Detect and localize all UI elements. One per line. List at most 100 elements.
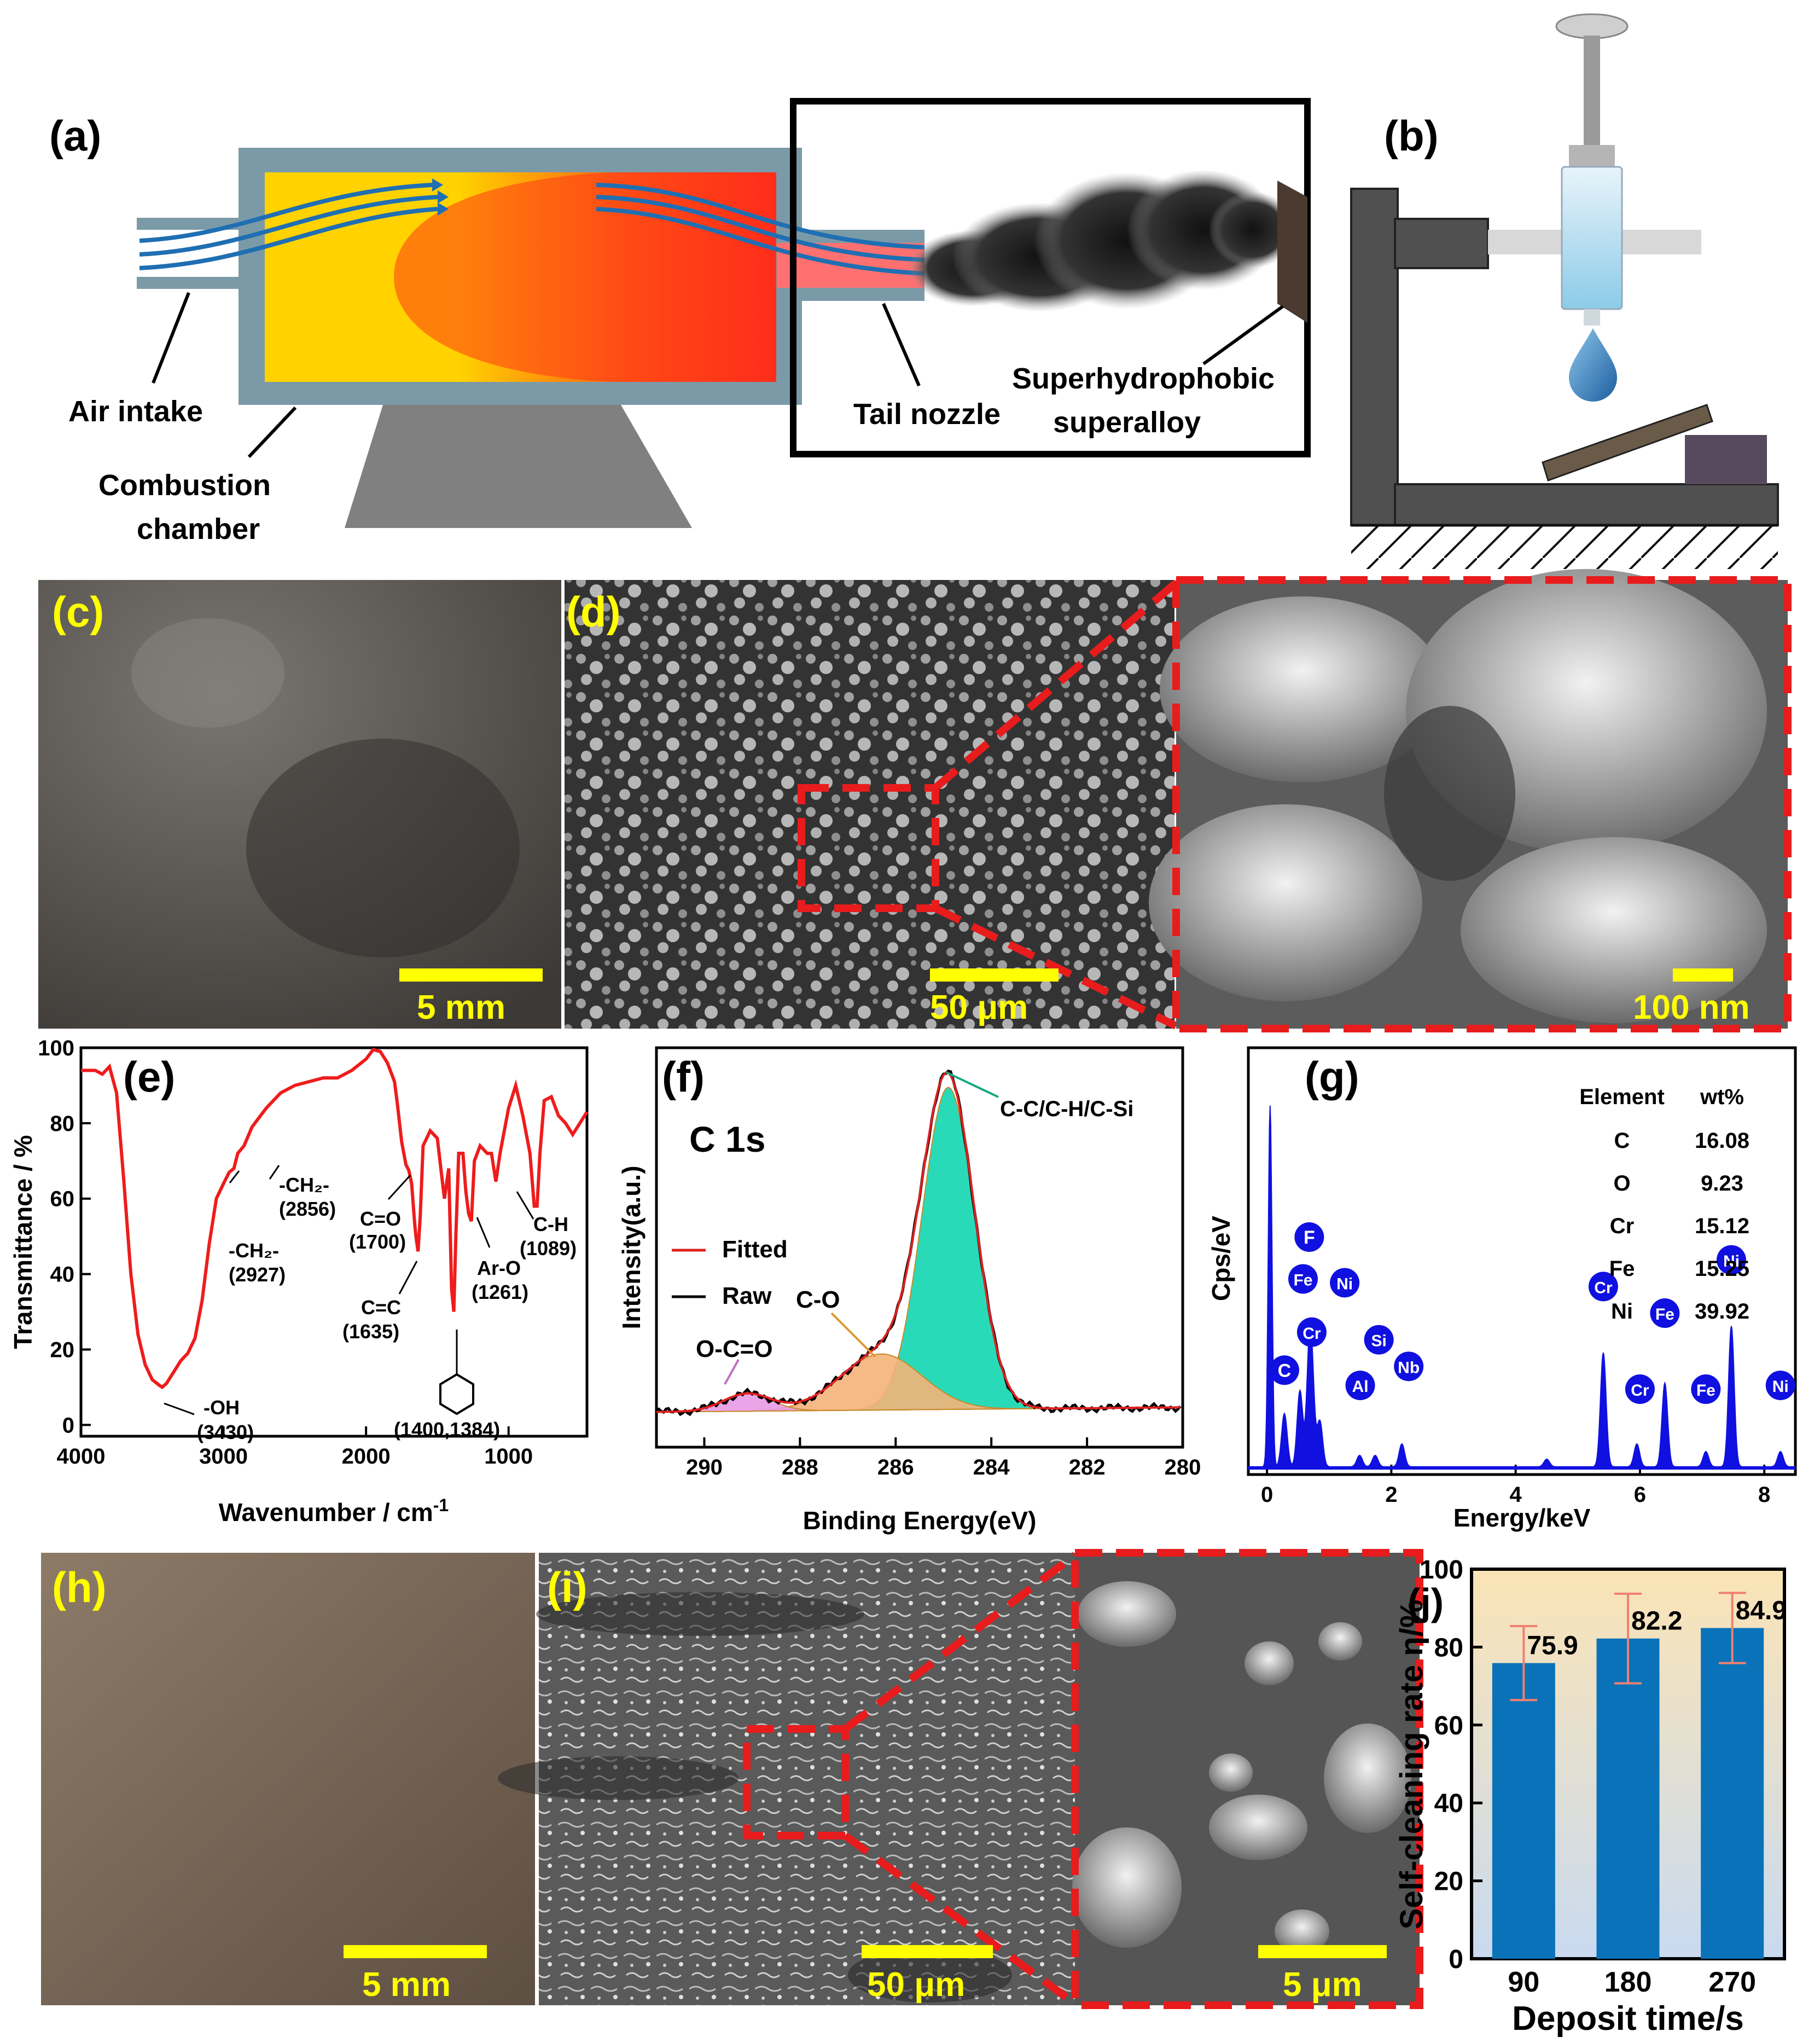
annot-ch2-2856: -CH₂- [279,1174,329,1196]
chart-f-xtick-label: 286 [877,1455,914,1479]
scale-bar-c [399,968,543,982]
chart-g-xtick-label: 0 [1261,1483,1273,1507]
eds-element-marker [1394,1351,1424,1382]
peak-label-ccch: C-C/C-H/C-Si [1000,1097,1133,1121]
chart-e-xlabel: Wavenumber / cm-1 [219,1495,449,1527]
superalloy-specimen [1277,181,1307,323]
panel-b: (b) [1350,13,1779,569]
chart-j-value-label: 75.9 [1527,1632,1578,1661]
combustion-label-2: chamber [137,513,260,545]
chart-f-xtick-label: 290 [686,1455,723,1479]
chart-f-label: (f) [662,1053,705,1101]
eds-element-marker [1269,1355,1299,1385]
chart-f-xtick-label: 284 [973,1455,1010,1479]
eds-table-wt: 39.92 [1695,1299,1749,1324]
chart-e-xtick-label: 2000 [342,1444,391,1469]
eds-element-label: Cr [1631,1382,1649,1400]
panel-a-label: (a) [49,112,101,160]
annot-cc: C=C [361,1296,401,1319]
scale-bar-i-zoom [1258,1945,1387,1958]
engine-stand [345,405,692,528]
scale-label-i: 50 μm [867,1966,965,2004]
panel-d: (d) 50 μm 100 nm [565,569,1792,1032]
chart-j-bar [1492,1663,1555,1959]
chart-f-xtick-label: 282 [1069,1455,1106,1479]
eds-element-label: Cr [1303,1325,1321,1343]
uncoated-sample-photo [41,1553,535,2005]
eds-element-marker [1691,1374,1721,1404]
chart-g-label: (g) [1305,1053,1359,1101]
test-frame-arm [1394,218,1489,269]
chart-j-ytick-label: 60 [1434,1711,1463,1740]
annot-ch: C-H [533,1213,568,1235]
panel-h: (h) 5 mm [41,1553,535,2005]
chart-e-ytick-label: 100 [38,1036,74,1060]
test-frame-post [1350,188,1399,526]
chart-f-xtick-label: 288 [782,1455,818,1479]
eds-table-wt: 15.25 [1695,1257,1749,1281]
eds-element-label: Cr [1594,1279,1613,1297]
chart-f-ylabel: Intensity(a.u.) [617,1165,646,1329]
eds-table-wt: 15.12 [1695,1214,1749,1238]
chart-j-ytick-label: 100 [1420,1556,1463,1585]
eds-element-marker [1294,1222,1324,1252]
annot-benzene: (1400,1384) [394,1418,500,1441]
chart-f-xps: (f) C 1s 290 288 286 284 282 280 Binding Ener… [617,1046,1201,1535]
chart-j-ylabel: Self-cleaning rate η/% [1394,1600,1429,1930]
scale-label-d: 50 μm [930,989,1028,1026]
chart-e-ytick-label: 20 [50,1338,75,1362]
panel-h-label: (h) [52,1563,107,1611]
eds-element-marker [1625,1374,1655,1404]
annot-ch2-2927-wn: (2927) [229,1263,286,1286]
panel-i-label: (i) [547,1563,588,1611]
chart-j-value-label: 82.2 [1631,1607,1682,1636]
annot-aro: Ar-O [477,1257,521,1279]
combustion-label-1: Combustion [98,469,271,502]
eds-element-label: Al [1352,1378,1369,1396]
chart-j-ytick-label: 80 [1434,1633,1463,1662]
chart-g-xtick-label: 6 [1634,1483,1646,1507]
annot-ch2-2856-wn: (2856) [279,1198,336,1220]
panel-c-label: (c) [52,588,104,636]
chart-g-xlabel: Energy/keV [1453,1504,1591,1532]
scale-bar-h [344,1945,487,1958]
peak-label-co: C-O [796,1286,840,1313]
ground-hatch [1351,525,1778,569]
eds-table-element: Ni [1611,1299,1633,1324]
chart-f-title: C 1s [689,1119,765,1159]
eds-element-marker [1765,1371,1795,1401]
scale-bar-i [862,1945,993,1958]
superhydrophobic-label-2: superalloy [1053,406,1201,439]
tail-nozzle-label: Tail nozzle [853,398,1001,431]
eds-element-marker [1330,1268,1360,1298]
chart-j-xlabel: Deposit time/s [1512,2000,1744,2038]
chart-j-value-label: 84.9 [1736,1597,1787,1626]
eds-element-label: Fe [1655,1305,1674,1324]
chart-e-xtick-label: 4000 [57,1444,106,1469]
chart-g-xtick-label: 8 [1758,1483,1770,1507]
air-flow-arrows [139,183,925,276]
annot-ch-wn: (1089) [520,1237,577,1260]
panel-i: (i) 50 μm 5 μm [498,1549,1423,2009]
panel-b-label: (b) [1384,112,1439,160]
annot-ch2-2927: -CH₂- [229,1239,279,1262]
annot-oh: -OH [203,1396,240,1419]
chart-j-bar [1596,1638,1660,1959]
eds-element-label: Fe [1293,1272,1312,1290]
scale-label-d-zoom: 100 nm [1633,989,1750,1026]
eds-table-header-wt: wt% [1700,1085,1744,1109]
eds-element-marker [1296,1317,1327,1347]
chart-e-ytick-label: 0 [62,1413,74,1437]
eds-element-label: Fe [1696,1382,1716,1400]
chart-f-xtick-label: 280 [1165,1455,1201,1479]
legend-fitted: Fitted [722,1236,788,1263]
eds-element-marker [1364,1325,1394,1355]
eds-element-label: C [1278,1360,1292,1381]
eds-table-element: Cr [1610,1214,1634,1238]
eds-element-marker [1650,1298,1680,1328]
sem-image-d [565,580,1174,1029]
chart-g-ylabel: Cps/eV [1207,1216,1235,1301]
